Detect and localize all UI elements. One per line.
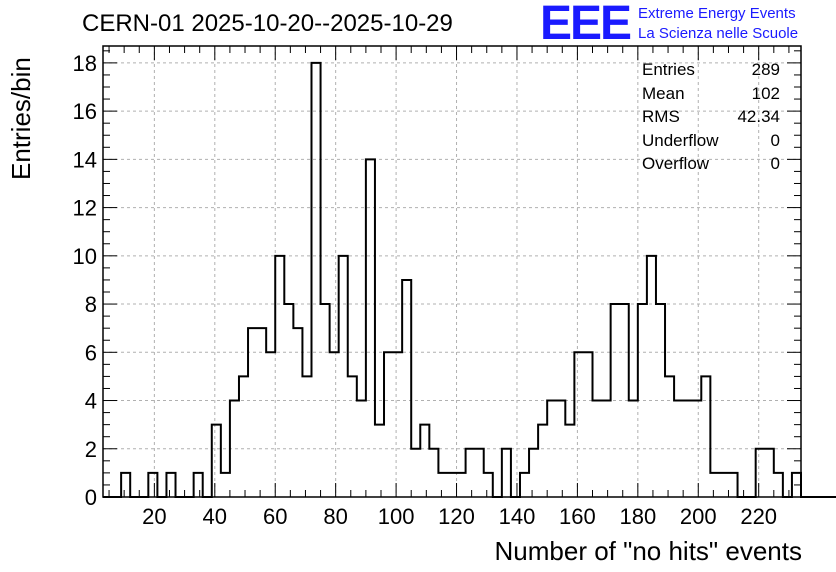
- stats-row-overflow: Overflow 0: [642, 154, 780, 178]
- stats-key: RMS: [642, 107, 680, 126]
- x-tick-label: 160: [559, 504, 596, 529]
- tick-labels: 20 40 60 80 100 120 140 160 180 200 22002468101214…: [73, 51, 778, 529]
- stats-row-underflow: Underflow 0: [642, 131, 780, 155]
- stats-key: Entries: [642, 60, 695, 79]
- y-tick-label: 0: [85, 485, 97, 510]
- y-tick-label: 12: [73, 196, 97, 221]
- axes: [102, 45, 802, 498]
- stats-row-entries: Entries 289: [642, 60, 780, 84]
- chart-title: CERN-01 2025-10-20--2025-10-29: [82, 10, 453, 37]
- logo-line-2: La Scienza nelle Scuole: [638, 25, 799, 42]
- histogram-bars: [103, 61, 836, 498]
- x-tick-label: 80: [323, 504, 347, 529]
- stats-row-rms: RMS 42.34: [642, 107, 780, 131]
- x-tick-label: 180: [619, 504, 656, 529]
- x-tick-label: 120: [438, 504, 475, 529]
- histogram-outline: [103, 61, 836, 498]
- stats-value: 289: [751, 60, 780, 79]
- stats-value: 0: [770, 130, 780, 150]
- grid-lines: [103, 46, 801, 497]
- y-tick-label: 8: [85, 292, 97, 317]
- logo-line-1: Extreme Energy Events: [638, 5, 796, 22]
- y-tick-label: 10: [73, 244, 97, 269]
- x-tick-label: 220: [740, 504, 777, 529]
- x-tick-label: 200: [680, 504, 717, 529]
- x-tick-label: 60: [263, 504, 287, 529]
- stats-value: 42.34: [737, 107, 780, 126]
- stats-key: Overflow: [642, 154, 710, 173]
- logo-text: Extreme Energy Events La Scienza nelle S…: [638, 4, 798, 44]
- stats-key: Mean: [642, 83, 685, 103]
- x-tick-label: 100: [378, 504, 415, 529]
- y-axis-label: Entries/bin: [6, 57, 36, 180]
- y-tick-label: 4: [85, 389, 97, 414]
- y-tick-label: 16: [73, 99, 97, 124]
- stats-value: 0: [770, 154, 780, 173]
- logo-mark: EEE: [540, 0, 632, 50]
- plot-frame: [102, 45, 802, 498]
- x-tick-label: 40: [203, 504, 227, 529]
- stats-row-mean: Mean 102: [642, 84, 780, 108]
- x-tick-label: 20: [142, 504, 166, 529]
- stats-box: Entries 289 Mean 102 RMS 42.34 Underflow…: [642, 60, 780, 178]
- y-tick-label: 14: [73, 147, 97, 172]
- stats-value: 102: [751, 83, 780, 103]
- y-tick-label: 6: [85, 340, 97, 365]
- stats-key: Underflow: [642, 130, 719, 150]
- x-tick-label: 140: [499, 504, 536, 529]
- y-tick-label: 2: [85, 437, 97, 462]
- y-tick-label: 18: [73, 51, 97, 76]
- x-axis-label: Number of "no hits" events: [494, 536, 803, 566]
